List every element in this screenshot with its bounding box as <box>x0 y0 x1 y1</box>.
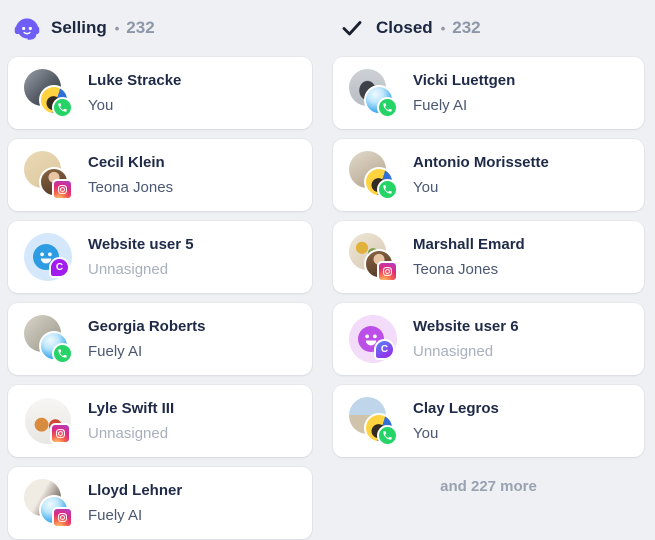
contact-name: Website user 5 <box>88 236 194 253</box>
whatsapp-icon <box>377 179 398 200</box>
assignee-label: You <box>413 425 439 442</box>
contact-name: Georgia Roberts <box>88 318 206 335</box>
assignee-label: Unnasigned <box>88 261 169 278</box>
chat-c-icon: C <box>374 339 395 360</box>
assignee-label: Teona Jones <box>413 261 499 278</box>
contact-name: Lloyd Lehner <box>88 482 183 499</box>
avatar <box>349 69 398 118</box>
count-separator: • <box>440 20 446 36</box>
contact-card[interactable]: Georgia Roberts Fuely AI <box>8 303 312 375</box>
assignee-label: Unnasigned <box>88 425 169 442</box>
avatar <box>349 397 398 446</box>
avatar <box>349 233 398 282</box>
instagram-icon <box>50 423 71 444</box>
whatsapp-icon <box>377 97 398 118</box>
whatsapp-icon <box>52 97 73 118</box>
assignee-label: Unnasigned <box>413 343 494 360</box>
assignee-label: You <box>413 179 439 196</box>
avatar <box>24 151 73 200</box>
contact-name: Cecil Klein <box>88 154 165 171</box>
instagram-icon <box>52 179 73 200</box>
instagram-icon <box>52 507 73 528</box>
contact-name: Antonio Morissette <box>413 154 549 171</box>
avatar: C <box>24 233 72 281</box>
chat-c-icon: C <box>49 257 70 278</box>
contact-card[interactable]: C Website user 6 Unnasigned <box>333 303 644 375</box>
column-title: Selling <box>51 18 107 37</box>
column-count: 232 <box>126 18 155 37</box>
assignee-label: You <box>88 97 114 114</box>
avatar <box>24 479 73 528</box>
column-title: Closed <box>376 18 433 37</box>
assignee-label: Teona Jones <box>88 179 174 196</box>
contact-card[interactable]: Lloyd Lehner Fuely AI <box>8 467 312 539</box>
contact-name: Lyle Swift III <box>88 400 175 417</box>
assignee-label: Fuely AI <box>413 97 468 114</box>
more-count-label: and 227 more <box>440 478 537 495</box>
whatsapp-icon <box>52 343 73 364</box>
support-headset-icon <box>13 14 41 42</box>
avatar <box>24 69 73 118</box>
contact-card[interactable]: Marshall Emard Teona Jones <box>333 221 644 293</box>
contact-card[interactable]: Lyle Swift III Unnasigned <box>8 385 312 457</box>
contact-card[interactable]: Vicki Luettgen Fuely AI <box>333 57 644 129</box>
contact-name: Clay Legros <box>413 400 499 417</box>
column-header-closed: Closed • 232 <box>333 11 644 45</box>
column-selling: Selling • 232 Luke Stracke You <box>8 0 312 540</box>
contact-card[interactable]: Luke Stracke You <box>8 57 312 129</box>
assignee-label: Fuely AI <box>88 343 143 360</box>
avatar <box>349 151 398 200</box>
avatar <box>24 315 73 364</box>
contact-name: Website user 6 <box>413 318 519 335</box>
contact-card[interactable]: Clay Legros You <box>333 385 644 457</box>
whatsapp-icon <box>377 425 398 446</box>
avatar <box>24 397 72 445</box>
contact-card[interactable]: C Website user 5 Unnasigned <box>8 221 312 293</box>
instagram-icon <box>377 261 398 282</box>
column-closed: Closed • 232 Vicki Luettgen Fuely AI <box>333 0 644 495</box>
avatar: C <box>349 315 397 363</box>
contact-name: Vicki Luettgen <box>413 72 516 89</box>
contact-card[interactable]: Cecil Klein Teona Jones <box>8 139 312 211</box>
column-count: 232 <box>452 18 481 37</box>
contact-name: Luke Stracke <box>88 72 182 89</box>
check-icon <box>340 16 364 40</box>
contact-name: Marshall Emard <box>413 236 525 253</box>
column-header-selling: Selling • 232 <box>8 11 312 45</box>
assignee-label: Fuely AI <box>88 507 143 524</box>
count-separator: • <box>114 20 120 36</box>
contact-card[interactable]: Antonio Morissette You <box>333 139 644 211</box>
